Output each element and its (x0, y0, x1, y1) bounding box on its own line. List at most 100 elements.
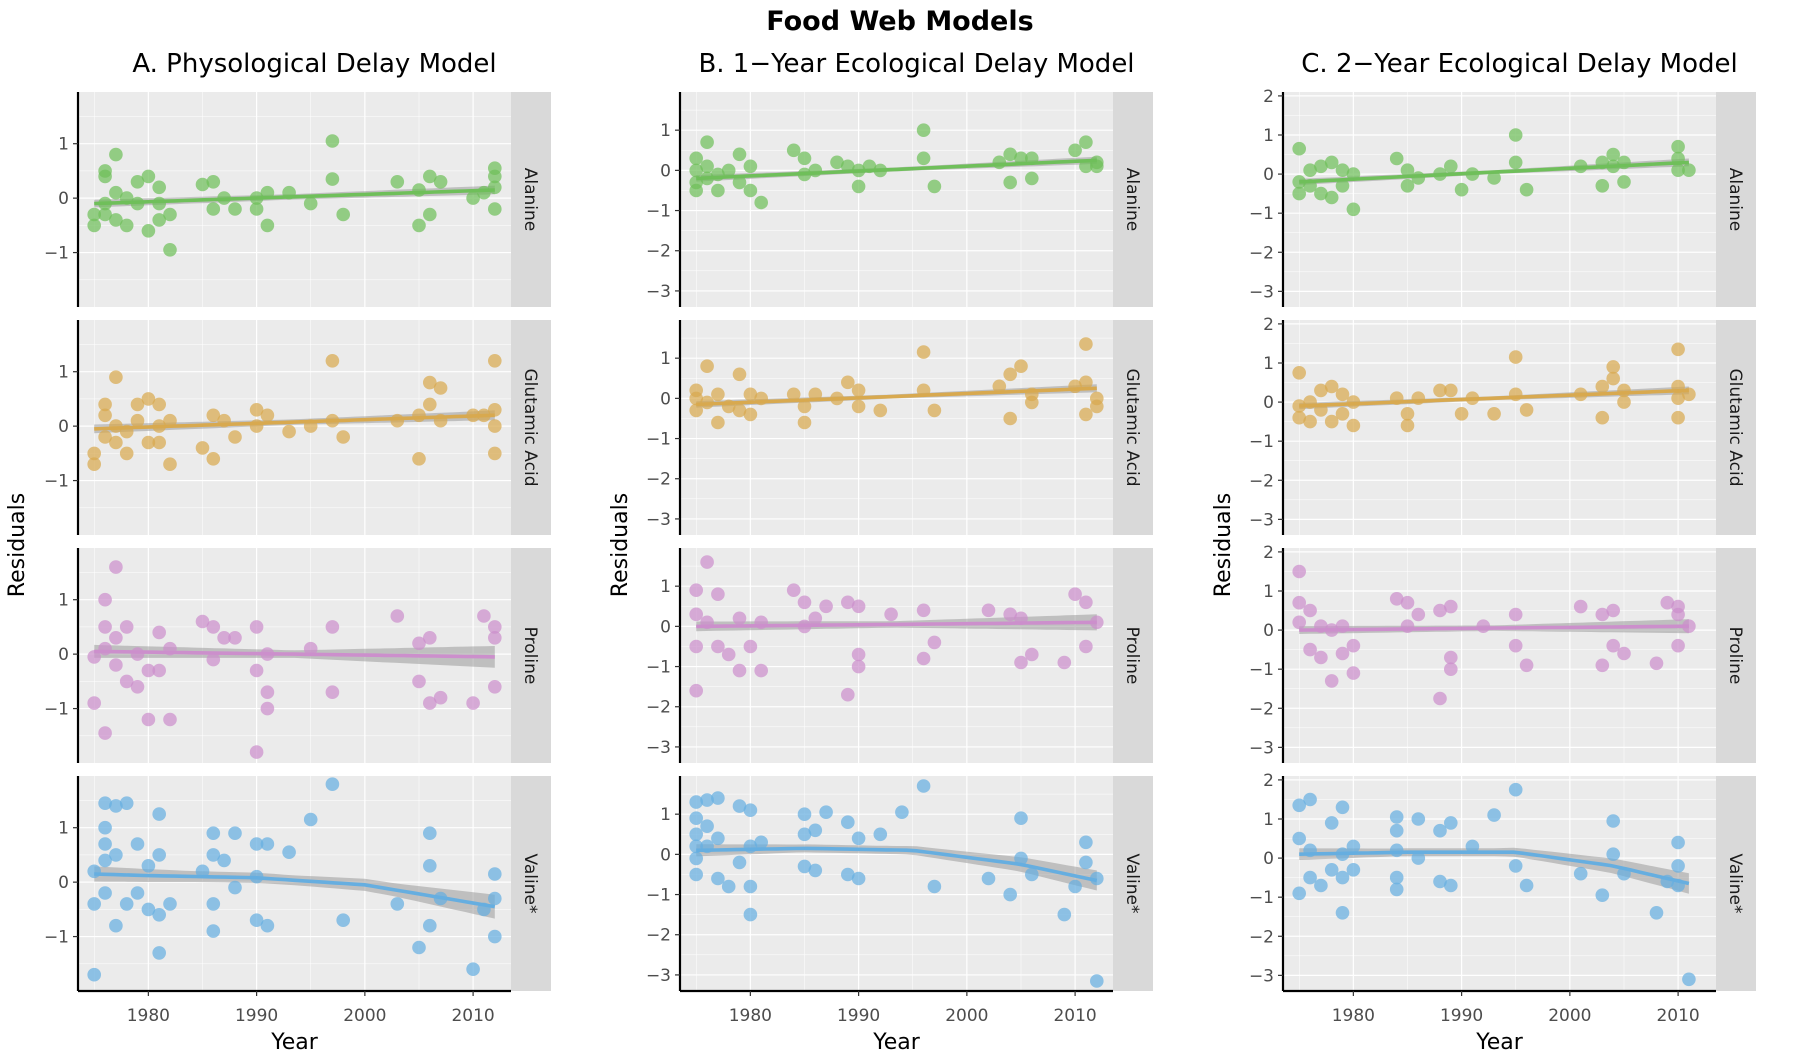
data-point (1508, 859, 1523, 873)
data-point (1090, 974, 1104, 988)
facet-strip (511, 548, 551, 763)
data-point (1335, 646, 1350, 661)
data-point (743, 387, 758, 402)
data-point (1335, 906, 1350, 920)
y-axis-title: Residuals (608, 493, 633, 597)
data-point (87, 967, 101, 982)
data-point (1465, 839, 1480, 854)
data-point (141, 224, 156, 238)
y-tick-label: 0 (660, 617, 671, 637)
data-point (916, 651, 931, 666)
data-point (1595, 379, 1610, 394)
facet-panel: Proline −3 −2 −1 0 1 2 (1249, 543, 1756, 763)
data-point (206, 897, 221, 911)
data-point (732, 663, 747, 678)
data-point (689, 403, 703, 418)
data-point (1079, 407, 1093, 422)
data-point (1079, 135, 1093, 149)
data-point (1519, 658, 1534, 673)
data-point (433, 175, 448, 189)
facet-strip (511, 776, 551, 991)
data-point (390, 897, 405, 911)
y-tick-label: 2 (1263, 771, 1274, 791)
x-tick-label: 1980 (127, 1006, 170, 1026)
data-point (206, 620, 221, 634)
data-point (206, 652, 221, 667)
data-point (711, 415, 725, 430)
data-point (1292, 595, 1306, 610)
data-point (1487, 808, 1501, 822)
data-point (98, 397, 112, 412)
data-point (412, 940, 426, 955)
data-point (1595, 410, 1610, 425)
x-tick-label: 2010 (451, 1006, 494, 1026)
data-point (1335, 870, 1350, 885)
y-tick-label: 1 (660, 121, 671, 141)
confidence-band (94, 866, 495, 919)
data-point (466, 696, 480, 710)
data-point (1079, 337, 1093, 351)
data-point (1454, 182, 1469, 197)
data-point (808, 163, 823, 178)
x-tick-label: 1990 (837, 1006, 880, 1026)
data-point (851, 647, 866, 662)
y-tick-label: −3 (1249, 510, 1274, 530)
data-point (711, 587, 725, 601)
facet-label: Alanine (1725, 168, 1745, 232)
facet-strip (1716, 320, 1756, 535)
data-point (689, 795, 703, 809)
data-point (1660, 595, 1675, 610)
chart-title: C. 2−Year Ecological Delay Model (1301, 49, 1737, 79)
data-point (689, 183, 703, 198)
data-point (412, 636, 426, 651)
data-point (260, 218, 275, 233)
facet-panel: Glutamic Acid −3 −2 −1 0 1 (646, 320, 1153, 535)
x-tick-label: 2010 (1656, 1006, 1699, 1026)
data-point (1606, 814, 1620, 828)
data-point (1292, 564, 1306, 579)
data-point (98, 207, 112, 222)
data-point (1003, 887, 1017, 902)
data-point (1606, 371, 1620, 386)
data-point (249, 403, 264, 417)
data-point (206, 202, 221, 216)
data-point (732, 855, 747, 870)
data-point (195, 864, 210, 879)
data-point (1400, 418, 1415, 433)
data-point (98, 592, 112, 607)
x-axis-title: Year (872, 1030, 921, 1055)
data-point (433, 690, 448, 705)
facet-strip (1716, 92, 1756, 307)
facet-label: Alanine (1122, 168, 1142, 232)
y-axis-title: Residuals (5, 493, 30, 597)
data-point (1476, 619, 1491, 633)
data-point (163, 243, 177, 257)
data-point (87, 696, 101, 710)
data-point (873, 827, 888, 842)
data-point (1303, 792, 1317, 807)
data-point (1433, 823, 1447, 838)
data-point (1671, 391, 1685, 406)
data-point (1400, 619, 1415, 633)
data-point (1606, 847, 1620, 861)
data-point (325, 134, 340, 148)
chart-c: C. 2−Year Ecological Delay Model Residual… (1211, 49, 1756, 1055)
data-point (808, 863, 823, 878)
data-point (466, 962, 480, 976)
data-point (1303, 603, 1317, 618)
data-point (927, 179, 942, 194)
data-point (721, 879, 736, 894)
data-point (1014, 811, 1028, 825)
trend-line (94, 413, 495, 431)
data-point (1682, 972, 1696, 987)
data-point (1003, 147, 1017, 162)
data-point (1444, 650, 1458, 665)
data-point (808, 823, 823, 838)
data-point (1389, 843, 1404, 858)
facet-label: Valine* (1122, 854, 1142, 914)
data-point (743, 639, 758, 654)
data-point (488, 631, 502, 645)
data-point (98, 430, 112, 444)
data-point (927, 403, 942, 418)
data-point (152, 908, 166, 922)
